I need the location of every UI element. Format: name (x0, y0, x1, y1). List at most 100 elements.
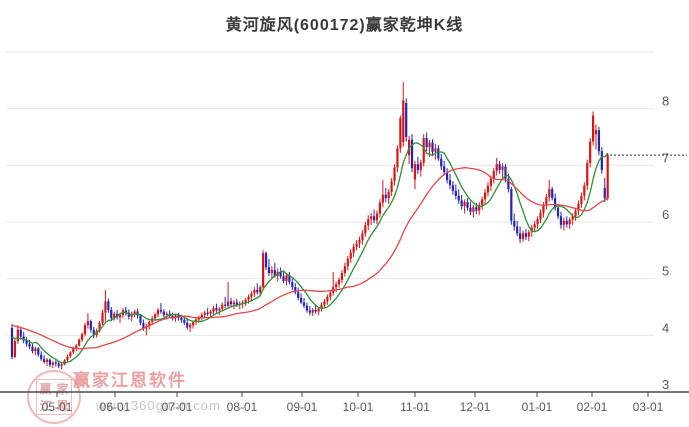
candle (22, 331, 25, 344)
candle (48, 358, 52, 368)
candle (107, 298, 110, 313)
candle (521, 230, 525, 242)
candle (495, 157, 498, 176)
candle (352, 243, 355, 258)
candle (589, 138, 592, 168)
y-axis-label: 3 (662, 377, 669, 392)
candle (270, 266, 273, 279)
candle (159, 303, 163, 314)
candle (390, 177, 393, 196)
candle (574, 207, 577, 221)
candle (78, 338, 81, 347)
candle (472, 204, 475, 218)
candle (212, 305, 215, 315)
candle (335, 281, 338, 293)
x-axis-label: 05-01 (42, 400, 73, 414)
candle (516, 220, 519, 237)
candle (358, 236, 361, 249)
candle (253, 287, 256, 297)
candle (130, 311, 133, 322)
candle (370, 212, 373, 225)
candle (92, 326, 95, 339)
candle (460, 194, 463, 210)
candle (364, 221, 367, 237)
candle (113, 311, 116, 321)
candle (45, 357, 49, 366)
candle (513, 213, 516, 231)
x-axis-label: 02-01 (577, 400, 608, 414)
chart-title: 黄河旋风(600172)赢家乾坤K线 (225, 17, 464, 34)
candle (387, 189, 390, 204)
candle (448, 173, 452, 190)
candle (40, 351, 43, 361)
candle (510, 186, 513, 225)
candle (320, 302, 323, 312)
candle (355, 240, 358, 251)
candle (19, 326, 22, 340)
candle (224, 296, 227, 309)
candle (554, 193, 557, 211)
candle (524, 228, 528, 241)
candle (329, 289, 332, 301)
candle (89, 319, 92, 333)
y-axis-label: 5 (662, 264, 669, 279)
candle (381, 180, 384, 208)
slow-ma-line (11, 167, 609, 350)
x-axis-label: 01-01 (522, 400, 553, 414)
candle (469, 201, 472, 216)
candle (542, 202, 545, 218)
candle (396, 145, 399, 173)
candle (186, 319, 189, 330)
candle (478, 202, 481, 216)
fast-ma-line (11, 142, 609, 364)
candle (209, 309, 212, 318)
candle (402, 82, 405, 147)
candle (536, 216, 539, 229)
candle (431, 139, 434, 156)
candle (533, 220, 536, 233)
candle (384, 187, 387, 203)
candle (66, 354, 69, 362)
x-axis-label: 07-01 (162, 400, 193, 414)
candle (486, 182, 490, 197)
candle (586, 159, 589, 191)
candle (323, 299, 326, 309)
candle (545, 193, 548, 210)
candle (264, 251, 268, 271)
candle (83, 322, 87, 337)
candle (13, 338, 17, 358)
candle (492, 168, 495, 184)
candle (501, 163, 504, 178)
candle (139, 313, 142, 326)
y-axis: 8 7 6 5 4 3 (662, 94, 669, 392)
candle (226, 282, 230, 309)
candle (343, 262, 346, 277)
candle (267, 258, 271, 276)
candle (110, 306, 113, 322)
candle (603, 177, 606, 203)
gridlines (6, 51, 654, 336)
candle (302, 297, 306, 309)
candle (215, 303, 218, 313)
candle (340, 270, 344, 284)
candle (393, 164, 396, 186)
y-axis-label: 6 (662, 207, 669, 222)
candle (606, 152, 609, 201)
x-axis-label: 08-01 (227, 400, 258, 414)
candle (518, 226, 522, 243)
candle (416, 156, 419, 174)
candle (162, 309, 165, 318)
candle (463, 199, 466, 214)
candle (51, 360, 54, 369)
candle (527, 229, 530, 242)
candle (256, 283, 259, 295)
candle (145, 323, 148, 336)
candle (60, 362, 63, 370)
x-axis-label: 10-01 (343, 400, 374, 414)
candle (229, 297, 233, 307)
candle (54, 360, 57, 367)
candle (288, 271, 291, 285)
candle (410, 134, 414, 173)
